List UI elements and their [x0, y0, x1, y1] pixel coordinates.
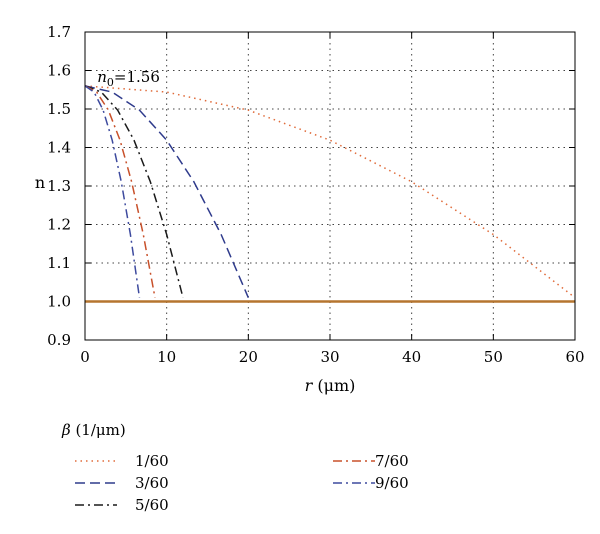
- x-tick-label: 60: [565, 348, 584, 366]
- x-tick-labels: 0 10 20 30 40 50 60: [80, 348, 584, 366]
- series-layer: [84, 85, 576, 299]
- legend-label-3: 5/60: [135, 496, 169, 514]
- y-tick-label: 0.9: [47, 331, 71, 349]
- y-tick-label: 1.6: [47, 62, 71, 80]
- x-tick-label: 40: [402, 348, 421, 366]
- y-axis-label: n: [35, 173, 45, 192]
- y-tick-label: 1.1: [47, 254, 71, 272]
- legend: β (1/μm) 1/60 3/60 5/60 7/60 9/60: [61, 421, 409, 514]
- legend-label-4: 7/60: [375, 452, 409, 470]
- series-line-4: [84, 85, 156, 298]
- legend-label-5: 9/60: [375, 474, 409, 492]
- x-tick-label: 0: [80, 348, 90, 366]
- x-tick-label: 20: [239, 348, 258, 366]
- legend-label-1: 1/60: [135, 452, 169, 470]
- x-tick-label: 30: [320, 348, 339, 366]
- plot-frame: [84, 31, 576, 341]
- series-line-1: [84, 85, 576, 299]
- legend-label-2: 3/60: [135, 474, 169, 492]
- y-tick-label: 1.7: [47, 23, 71, 41]
- y-tick-label: 1.5: [47, 100, 71, 118]
- y-tick-label: 1.2: [47, 216, 71, 234]
- legend-title: β (1/μm): [61, 421, 126, 439]
- y-tick-label: 1.3: [47, 177, 71, 195]
- y-tick-label: 1.0: [47, 293, 71, 311]
- n0-annotation: n0=1.56: [97, 68, 160, 89]
- series-line-2: [84, 85, 250, 298]
- series-line-3: [84, 85, 184, 298]
- series-line-5: [84, 85, 141, 298]
- y-tick-labels: 0.9 1.0 1.1 1.2 1.3 1.4 1.5 1.6 1.7: [47, 23, 71, 349]
- x-tick-label: 10: [157, 348, 176, 366]
- y-tick-label: 1.4: [47, 139, 71, 157]
- x-tick-label: 50: [484, 348, 503, 366]
- x-axis-label: r (μm): [305, 376, 356, 395]
